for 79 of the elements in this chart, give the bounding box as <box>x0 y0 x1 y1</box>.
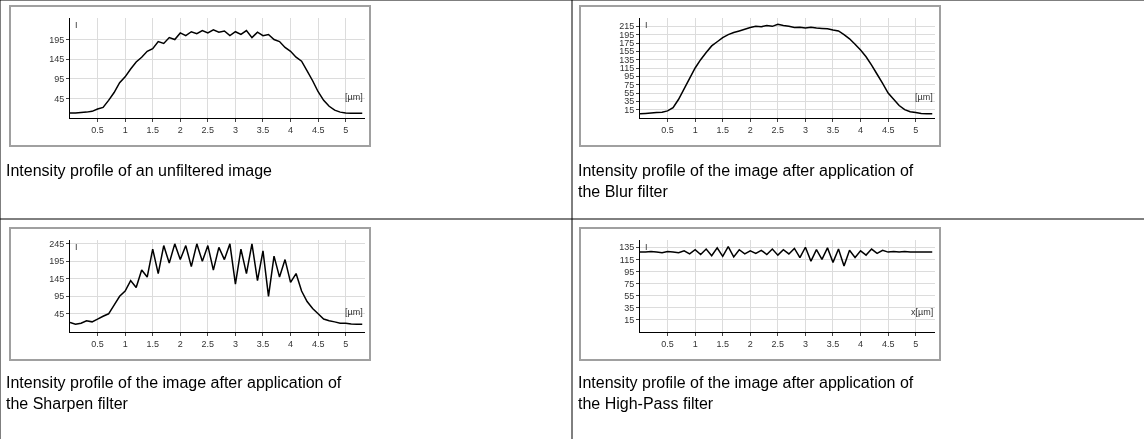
x-axis-title: [µm] <box>345 307 363 317</box>
x-tick-label: 1 <box>122 124 128 135</box>
x-tick-label: 4.5 <box>881 338 895 349</box>
x-tick-label: 2.5 <box>201 338 215 349</box>
x-tick-label: 3.5 <box>826 338 840 349</box>
x-tick-label: 5 <box>913 338 919 349</box>
x-tick-label: 1.5 <box>716 124 729 135</box>
x-tick-label: 3.5 <box>256 338 270 349</box>
x-tick-label: 2 <box>177 124 183 135</box>
y-tick-label: 95 <box>54 291 65 302</box>
x-tick-label: 3 <box>232 338 238 349</box>
x-tick-label: 3 <box>802 338 808 349</box>
y-tick-label: 95 <box>624 266 635 277</box>
y-tick-label: 155 <box>619 46 635 57</box>
x-tick-label: 4.5 <box>311 338 325 349</box>
text: Intensity profile of an unfiltered image <box>6 162 273 179</box>
y-tick-label: 195 <box>49 34 65 45</box>
y-tick-label: 145 <box>49 273 65 284</box>
y-axis-title: I <box>645 242 648 252</box>
y-tick-label: 15 <box>624 104 635 115</box>
x-tick-label: 0.5 <box>661 124 674 135</box>
y-tick-label: 75 <box>624 278 635 289</box>
x-tick-label: 1 <box>692 124 698 135</box>
x-axis-title: [µm] <box>915 92 933 102</box>
x-tick-label: 2.5 <box>771 338 785 349</box>
y-tick-label: 55 <box>624 88 635 99</box>
x-tick-label: 4 <box>858 338 864 349</box>
text: Intensity profile of the image after application of the Sharpen filter <box>6 374 342 412</box>
x-tick-label: 5 <box>343 124 349 135</box>
x-axis-title: [µm] <box>345 92 363 102</box>
x-tick-label: 0.5 <box>91 124 104 135</box>
y-tick-label: 35 <box>624 302 635 313</box>
x-tick-label: 3.5 <box>256 124 270 135</box>
x-tick-label: 3 <box>802 124 808 135</box>
x-tick-label: 4 <box>288 124 294 135</box>
y-tick-label: 175 <box>619 38 635 49</box>
y-tick-label: 15 <box>624 315 635 326</box>
text: Intensity profile of the image after application of the Blur filter <box>578 162 914 200</box>
y-tick-label: 195 <box>49 256 65 267</box>
x-tick-label: 4.5 <box>881 124 895 135</box>
x-tick-label: 0.5 <box>91 338 104 349</box>
x-tick-label: 4 <box>288 338 294 349</box>
x-axis-title: x[µm] <box>911 307 934 317</box>
x-tick-label: 1.5 <box>146 124 159 135</box>
x-tick-label: 2 <box>747 124 753 135</box>
text: Intensity profile of the image after application of the High-Pass filter <box>578 374 914 412</box>
y-tick-label: 115 <box>619 63 635 74</box>
y-tick-label: 195 <box>619 29 635 40</box>
y-axis-title: I <box>75 242 78 252</box>
x-tick-label: 0.5 <box>661 338 674 349</box>
y-tick-label: 95 <box>54 73 65 84</box>
x-tick-label: 5 <box>913 124 919 135</box>
y-tick-label: 135 <box>619 54 635 65</box>
x-tick-label: 1.5 <box>146 338 159 349</box>
x-tick-label: 3.5 <box>826 124 840 135</box>
y-axis-title: I <box>645 20 648 30</box>
y-tick-label: 245 <box>49 239 65 249</box>
x-tick-label: 1 <box>122 338 128 349</box>
x-tick-label: 5 <box>343 338 349 349</box>
x-tick-label: 1.5 <box>716 338 729 349</box>
x-tick-label: 2 <box>747 338 753 349</box>
y-axis-title: I <box>75 20 78 30</box>
y-tick-label: 45 <box>54 308 65 319</box>
y-tick-label: 215 <box>619 21 635 32</box>
y-tick-label: 55 <box>624 290 635 301</box>
x-tick-label: 4 <box>858 124 864 135</box>
x-tick-label: 2 <box>177 338 183 349</box>
y-tick-label: 75 <box>624 79 635 90</box>
y-tick-label: 115 <box>619 254 635 265</box>
x-tick-label: 3 <box>232 124 238 135</box>
x-tick-label: 1 <box>692 338 698 349</box>
y-tick-label: 95 <box>624 71 635 82</box>
x-tick-label: 4.5 <box>311 124 325 135</box>
y-tick-label: 35 <box>624 96 635 107</box>
x-tick-label: 2.5 <box>771 124 785 135</box>
y-tick-label: 45 <box>54 93 65 104</box>
y-tick-label: 135 <box>619 242 635 253</box>
y-tick-label: 145 <box>49 54 65 65</box>
x-tick-label: 2.5 <box>201 124 215 135</box>
